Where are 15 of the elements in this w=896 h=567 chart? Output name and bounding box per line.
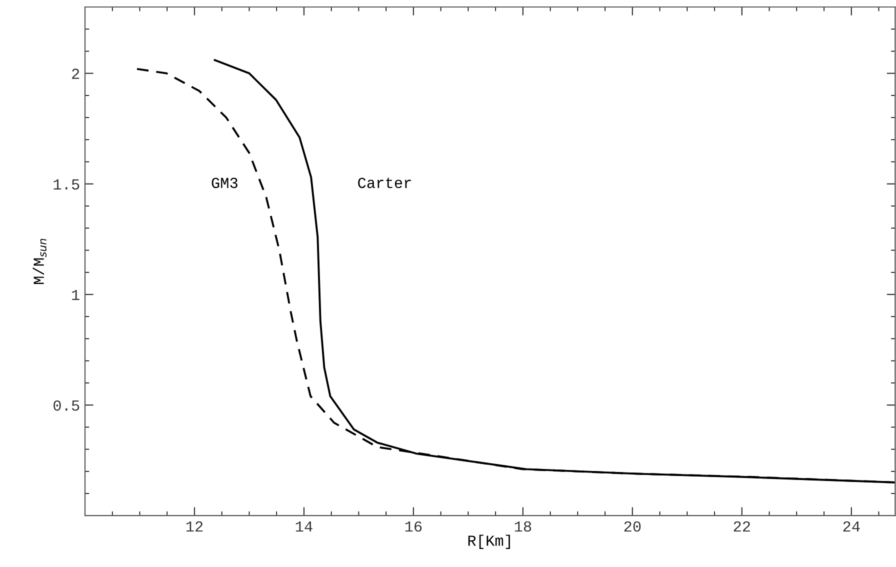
y-tick-label: 2 — [72, 68, 80, 79]
y-tick-label: 1.5 — [54, 179, 80, 190]
x-axis-title: R[Km] — [468, 534, 510, 549]
y-axis-title: M/M$_{sun}$ — [32, 238, 46, 284]
x-tick-label: 14 — [296, 521, 312, 532]
x-tick-label: 12 — [186, 521, 203, 532]
y-tick-label: 1 — [72, 290, 80, 300]
x-tick-label: 18 — [514, 521, 532, 532]
series-label: GM3 — [212, 178, 238, 188]
x-tick-label: 20 — [624, 521, 641, 532]
x-tick-label: 16 — [405, 521, 422, 532]
text: Carter — [358, 178, 411, 188]
x-tick-label: 24 — [843, 521, 860, 532]
y-tick-label: 0.5 — [54, 400, 80, 411]
x-tick-label: 22 — [734, 521, 750, 532]
